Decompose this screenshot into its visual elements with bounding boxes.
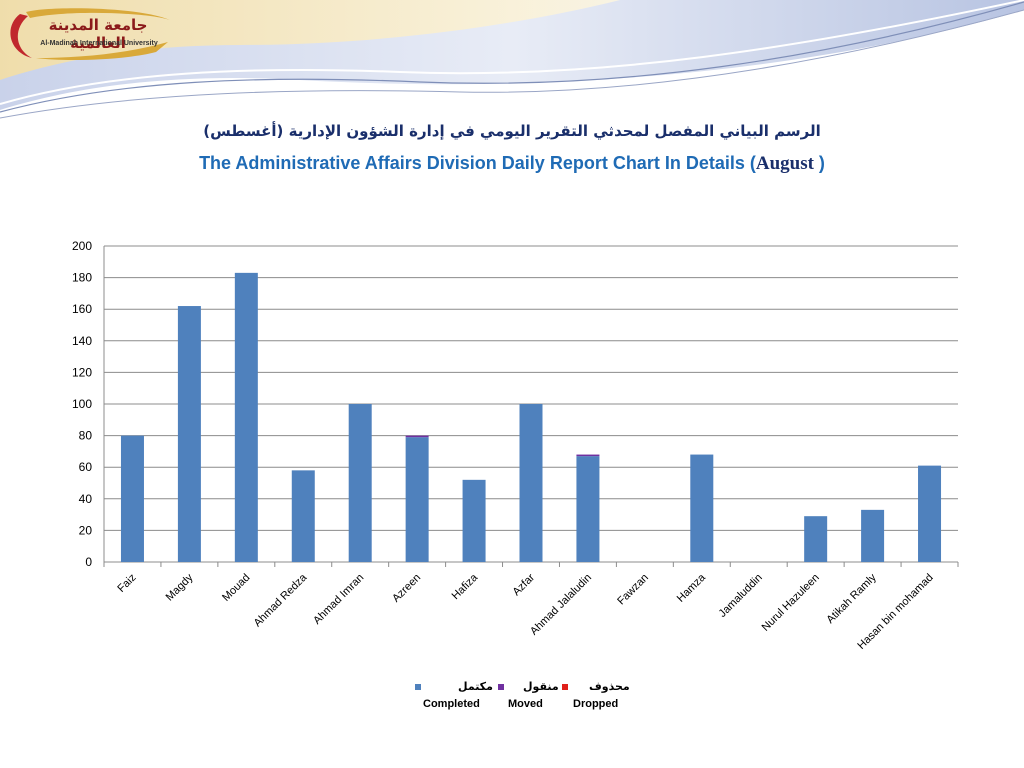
bar-completed: [291, 470, 315, 562]
legend-swatch-moved: [498, 684, 504, 690]
legend-label-dropped-ar: محذوف: [589, 680, 630, 693]
bar-completed: [576, 456, 600, 562]
y-tick-label: 80: [79, 429, 93, 443]
bar-completed: [690, 454, 714, 562]
x-tick-label: Hafiza: [450, 571, 481, 602]
bar-moved: [405, 435, 429, 438]
x-tick-label: Azfar: [510, 571, 537, 598]
y-tick-label: 60: [79, 460, 93, 474]
chart-legend: مكتمل منقول محذوف Completed Moved Droppe…: [405, 680, 645, 716]
y-tick-label: 40: [79, 492, 93, 506]
y-tick-label: 100: [72, 397, 92, 411]
legend-label-completed-en: Completed: [423, 698, 480, 710]
legend-label-moved-ar: منقول: [523, 680, 559, 693]
y-tick-label: 200: [72, 239, 92, 253]
bar-completed: [519, 404, 543, 562]
y-tick-label: 180: [72, 271, 92, 285]
legend-label-completed-ar: مكتمل: [458, 680, 493, 693]
x-tick-label: Hamza: [675, 571, 709, 605]
y-tick-label: 120: [72, 365, 92, 379]
x-tick-label: Mouad: [220, 572, 252, 604]
bar-completed: [861, 509, 885, 562]
bar-completed: [120, 435, 144, 562]
x-tick-label: Azreen: [390, 572, 423, 605]
bar-completed: [405, 437, 429, 562]
x-tick-label: Magdy: [164, 571, 196, 603]
bar-moved: [576, 454, 600, 457]
y-tick-label: 160: [72, 302, 92, 316]
bar-completed: [348, 404, 372, 562]
title-month: August: [755, 153, 814, 174]
university-logo: جامعة المدينة العالمية Al-Madinah Intern…: [6, 6, 176, 62]
legend-swatch-dropped: [562, 684, 568, 690]
x-tick-label: Atikah Ramly: [824, 571, 879, 626]
chart-title-english: The Administrative Affairs Division Dail…: [0, 153, 1024, 175]
x-tick-label: Nurul Hazuleen: [760, 572, 822, 634]
y-tick-label: 0: [85, 555, 92, 569]
bar-completed: [234, 272, 258, 562]
legend-label-moved-en: Moved: [508, 698, 543, 710]
bar-completed: [918, 465, 942, 562]
title-main: The Administrative Affairs Division Dail…: [199, 153, 756, 173]
legend-swatch-completed: [415, 684, 421, 690]
bar-completed: [462, 479, 486, 562]
title-close: ): [813, 153, 825, 173]
bar-completed: [177, 306, 201, 562]
logo-arabic-text: جامعة المدينة العالمية: [48, 16, 148, 52]
bar-completed: [804, 516, 828, 562]
logo-latin-text: Al-Madinah International University: [40, 40, 158, 47]
chart-title-arabic: الرسم البياني المفصل لمحدثي التقرير اليو…: [203, 122, 821, 140]
header-swoosh: [0, 0, 1024, 119]
x-tick-label: Ahmad Redza: [252, 571, 310, 629]
x-tick-label: Ahmad Jalaludin: [528, 572, 594, 638]
logo-crescent-icon: [10, 8, 170, 60]
bar-chart: 0 20 40 60 80 100 120 140 160 180 200 Faiz Magdy Moua…: [72, 239, 959, 652]
x-tick-label: Jamaluddin: [717, 572, 765, 620]
x-tick-label: Ahmad Imran: [311, 572, 366, 627]
x-tick-label: Faiz: [115, 572, 138, 595]
legend-label-dropped-en: Dropped: [573, 698, 619, 710]
x-tick-label: Fawzan: [615, 572, 651, 608]
y-tick-label: 20: [79, 523, 93, 537]
y-tick-label: 140: [72, 334, 92, 348]
